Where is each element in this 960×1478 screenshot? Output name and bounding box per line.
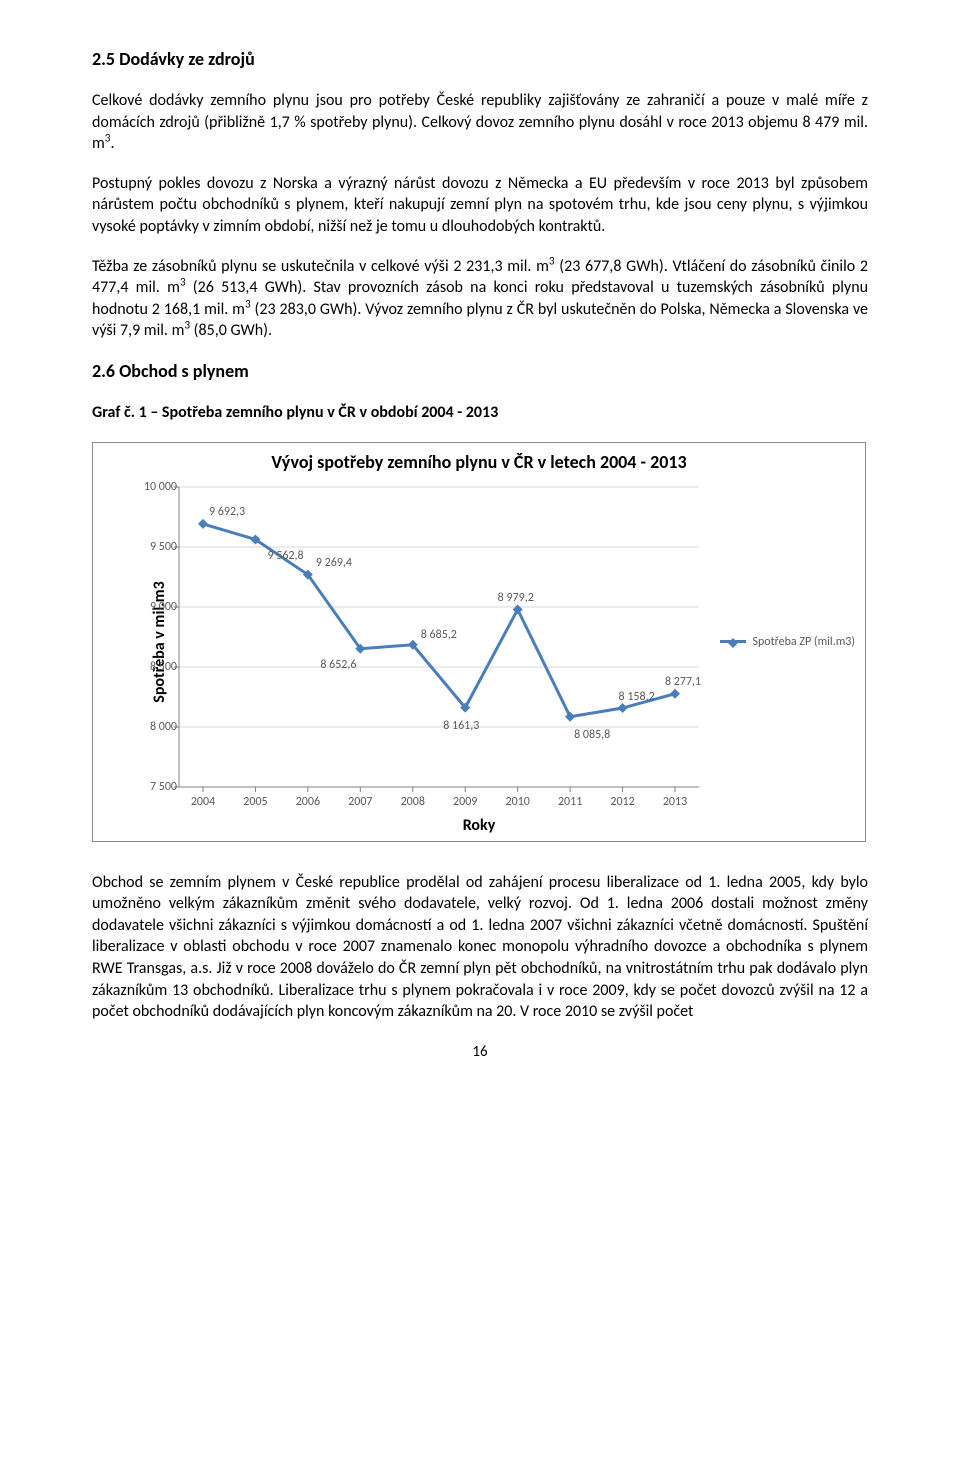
chart-data-label: 8 685,2: [421, 628, 457, 642]
chart-data-label: 8 277,1: [665, 675, 701, 689]
chart-xtick-label: 2009: [453, 795, 477, 809]
page: 2.5 Dodávky ze zdrojů Celkové dodávky ze…: [0, 0, 960, 1091]
legend-marker-icon: [720, 640, 746, 643]
chart-xtick-label: 2010: [505, 795, 529, 809]
chart-xtick-label: 2012: [610, 795, 634, 809]
chart-xtick-label: 2008: [401, 795, 425, 809]
chart-data-label: 8 161,3: [443, 719, 479, 733]
chart-xtick-label: 2006: [296, 795, 320, 809]
text: Těžba ze zásobníků plynu se uskutečnila …: [92, 257, 549, 276]
chart-x-axis-label: Roky: [93, 816, 865, 835]
heading-2-5: 2.5 Dodávky ze zdrojů: [92, 48, 868, 70]
chart-xtick-label: 2013: [663, 795, 687, 809]
chart-data-label: 8 652,6: [320, 658, 356, 672]
paragraph-3: Těžba ze zásobníků plynu se uskutečnila …: [92, 256, 868, 342]
legend-label: Spotřeba ZP (mil.m3): [752, 635, 855, 649]
chart-xtick-label: 2011: [558, 795, 582, 809]
page-number: 16: [92, 1043, 868, 1061]
chart-ytick-label: 8 000: [133, 720, 177, 734]
chart-xtick-label: 2007: [348, 795, 372, 809]
heading-2-6: 2.6 Obchod s plynem: [92, 360, 868, 382]
chart-data-label: 9 692,3: [209, 505, 245, 519]
chart-caption: Graf č. 1 – Spotřeba zemního plynu v ČR …: [92, 402, 868, 424]
chart-data-label: 8 979,2: [498, 591, 534, 605]
chart-legend: Spotřeba ZP (mil.m3): [720, 635, 855, 649]
chart-ytick-label: 9 500: [133, 540, 177, 554]
text: Celkové dodávky zemního plynu jsou pro p…: [92, 91, 868, 153]
text: (85,0 GWh).: [190, 321, 272, 340]
text: .: [110, 134, 114, 153]
chart-data-label: 9 562,8: [267, 549, 303, 563]
chart-ytick-label: 10 000: [133, 480, 177, 494]
chart-data-label: 8 158,2: [619, 690, 655, 704]
chart-data-label: 8 085,8: [574, 728, 610, 742]
chart-title: Vývoj spotřeby zemního plynu v ČR v lete…: [93, 451, 865, 473]
chart-container: Vývoj spotřeby zemního plynu v ČR v lete…: [92, 442, 866, 842]
chart-xtick-label: 2004: [191, 795, 215, 809]
paragraph-2: Postupný pokles dovozu z Norska a výrazn…: [92, 173, 868, 238]
chart-xtick-label: 2005: [243, 795, 267, 809]
chart-data-label: 9 269,4: [316, 556, 352, 570]
chart-ytick-label: 8 500: [133, 660, 177, 674]
chart-ytick-label: 7 500: [133, 780, 177, 794]
chart-ytick-label: 9 000: [133, 600, 177, 614]
paragraph-4: Obchod se zemním plynem v České republic…: [92, 872, 868, 1023]
paragraph-1: Celkové dodávky zemního plynu jsou pro p…: [92, 90, 868, 155]
